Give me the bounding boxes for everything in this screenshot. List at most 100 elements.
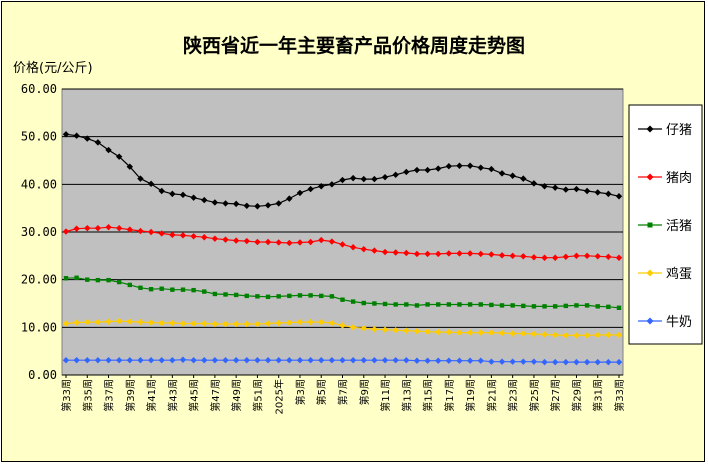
- x-tick-label: 第37周: [103, 379, 116, 412]
- y-tick-label: 10.00: [21, 320, 57, 334]
- data-point: [115, 153, 123, 160]
- data-point: [201, 357, 208, 364]
- x-tick-label: 第25周: [528, 379, 541, 412]
- data-point: [318, 236, 325, 244]
- data-point: [541, 331, 548, 338]
- data-point: [243, 320, 250, 328]
- data-point: [159, 286, 164, 291]
- data-point: [541, 183, 548, 190]
- data-point: [457, 302, 462, 307]
- data-point: [264, 320, 272, 327]
- data-point: [307, 238, 314, 246]
- data-point: [243, 237, 250, 245]
- legend-label: 猪肉: [666, 171, 692, 186]
- data-point: [606, 304, 611, 310]
- data-point: [137, 357, 144, 364]
- data-point: [94, 224, 102, 232]
- data-point: [615, 331, 623, 339]
- data-point: [307, 318, 314, 326]
- data-point: [106, 277, 111, 283]
- data-point: [477, 250, 484, 258]
- x-tick-label: 第35周: [81, 379, 94, 412]
- x-tick-label: 第13周: [400, 379, 413, 412]
- legend-label: 活猪: [666, 219, 692, 234]
- data-point: [403, 357, 410, 364]
- data-point: [360, 357, 367, 364]
- data-point: [179, 356, 187, 363]
- x-tick-label: 第41周: [145, 379, 158, 412]
- data-point: [615, 193, 623, 200]
- data-point: [488, 165, 495, 173]
- data-point: [211, 235, 219, 242]
- data-point: [531, 304, 537, 309]
- data-point: [403, 327, 410, 334]
- data-point: [339, 357, 346, 364]
- data-point: [138, 285, 143, 290]
- data-point: [222, 320, 229, 328]
- data-point: [73, 132, 80, 139]
- x-tick-label: 第43周: [166, 379, 179, 412]
- data-point: [73, 319, 80, 326]
- x-tick-label: 第49周: [230, 379, 243, 412]
- data-point: [616, 305, 622, 310]
- y-tick-label: 20.00: [21, 273, 57, 287]
- data-point: [126, 226, 134, 233]
- data-point: [339, 322, 346, 329]
- data-point: [115, 317, 123, 325]
- data-point: [265, 294, 271, 300]
- data-point: [211, 199, 219, 206]
- data-point: [605, 331, 612, 339]
- data-point: [74, 275, 79, 280]
- data-point: [456, 329, 463, 336]
- data-point: [158, 230, 165, 237]
- data-point: [254, 238, 261, 246]
- legend-label: 牛奶: [666, 315, 692, 330]
- x-axis-ticks: 第33周 第35周 第37周 第39周 第41周 第43周 第45周 第47周 第49周 第51周…: [60, 375, 626, 414]
- data-point: [191, 287, 196, 293]
- data-point: [318, 357, 325, 364]
- data-point: [62, 228, 70, 235]
- data-point: [126, 357, 134, 364]
- data-point: [296, 189, 304, 197]
- data-point: [509, 252, 516, 260]
- data-point: [552, 304, 558, 309]
- data-point: [594, 253, 601, 260]
- data-point: [393, 302, 398, 307]
- data-point: [137, 227, 144, 235]
- data-point: [319, 293, 324, 299]
- data-point: [318, 183, 325, 190]
- data-point: [255, 294, 260, 299]
- data-point: [371, 247, 378, 254]
- data-point: [456, 357, 463, 364]
- data-point: [127, 282, 133, 288]
- data-point: [94, 357, 102, 364]
- data-point: [584, 303, 590, 308]
- data-point: [115, 224, 123, 232]
- data-point: [62, 320, 70, 327]
- data-point: [211, 320, 219, 328]
- data-point: [445, 357, 453, 364]
- data-point: [254, 203, 261, 210]
- data-point: [583, 358, 591, 366]
- series-0: [62, 131, 623, 210]
- x-tick-label: 第7周: [337, 379, 350, 405]
- data-point: [404, 302, 409, 307]
- x-tick-label: 第47周: [209, 379, 222, 412]
- data-point: [84, 357, 91, 364]
- data-point: [371, 357, 378, 364]
- x-tick-label: 第23周: [507, 379, 520, 412]
- y-tick-label: 0.00: [28, 368, 57, 382]
- data-point: [466, 329, 474, 336]
- data-point: [435, 250, 442, 258]
- data-point: [520, 175, 527, 182]
- data-point: [147, 228, 155, 236]
- data-point: [360, 175, 367, 183]
- data-point: [541, 254, 548, 261]
- data-point: [594, 331, 601, 339]
- data-point: [349, 324, 357, 331]
- data-point: [498, 170, 506, 177]
- legend-marker: [646, 269, 654, 277]
- x-tick-label: 第5周: [315, 379, 328, 405]
- data-point: [286, 239, 293, 247]
